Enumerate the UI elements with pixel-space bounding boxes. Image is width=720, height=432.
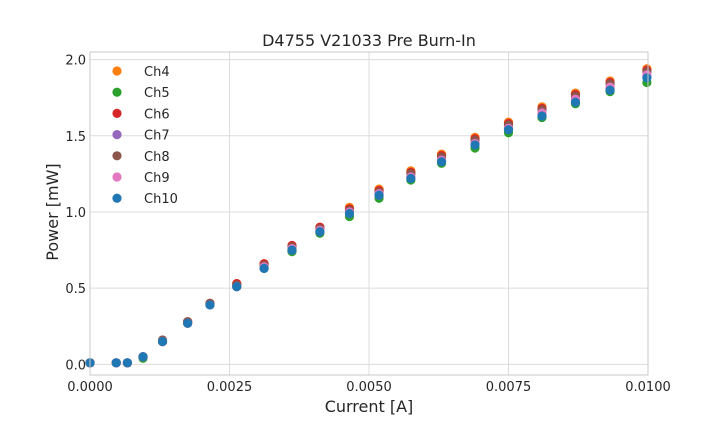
data-point <box>138 352 148 362</box>
legend-item: Ch7 <box>112 129 170 144</box>
series-ch10 <box>85 73 652 368</box>
y-tick-label: 0.5 <box>65 282 86 297</box>
data-point <box>436 157 447 167</box>
x-tick-label: 0.0100 <box>625 380 671 395</box>
legend-label: Ch7 <box>144 129 170 144</box>
x-tick-label: 0.0075 <box>486 380 532 395</box>
y-axis-label: Power [mW] <box>43 163 62 260</box>
legend-item: Ch6 <box>112 107 170 122</box>
data-point <box>642 73 652 83</box>
legend-label: Ch5 <box>144 86 170 101</box>
legend-marker <box>112 130 122 140</box>
legend-item: Ch8 <box>112 150 170 165</box>
data-point <box>111 358 121 368</box>
legend-marker <box>112 151 122 161</box>
legend: Ch4 Ch5 Ch6 Ch7 Ch8 Ch9 Ch10 <box>112 65 178 207</box>
data-point <box>287 245 297 255</box>
x-axis-label: Current [A] <box>325 397 414 416</box>
legend-marker <box>112 66 122 76</box>
x-tick-labels: 0.0000 0.0025 0.0050 0.0075 0.0100 <box>67 380 671 395</box>
legend-item: Ch9 <box>112 171 170 186</box>
data-point <box>570 97 581 107</box>
data-point <box>605 85 615 95</box>
legend-label: Ch9 <box>144 171 170 186</box>
y-tick-label: 0.0 <box>65 358 86 373</box>
data-point <box>157 336 168 347</box>
data-point <box>232 282 242 292</box>
data-point <box>315 227 325 237</box>
x-tick-label: 0.0050 <box>346 380 392 395</box>
chart-title: D4755 V21033 Pre Burn-In <box>262 31 476 50</box>
data-point <box>503 125 514 135</box>
data-point <box>344 208 355 219</box>
legend-marker <box>112 87 122 97</box>
data-point <box>205 300 215 310</box>
data-point <box>406 173 416 184</box>
legend-label: Ch10 <box>144 192 178 207</box>
y-tick-label: 1.5 <box>65 130 86 145</box>
data-points <box>85 64 652 368</box>
y-tick-labels: 0.0 0.5 1.0 1.5 2.0 <box>65 54 86 374</box>
data-point <box>537 111 547 121</box>
legend-label: Ch4 <box>144 65 170 80</box>
x-tick-label: 0.0000 <box>67 380 113 395</box>
legend-item: Ch5 <box>112 86 170 101</box>
x-tick-label: 0.0025 <box>207 380 253 395</box>
legend-marker <box>112 172 122 182</box>
data-point <box>183 318 193 328</box>
y-tick-label: 2.0 <box>65 54 86 69</box>
y-tick-label: 1.0 <box>65 206 86 221</box>
legend-label: Ch6 <box>144 107 170 122</box>
data-point <box>470 140 480 150</box>
plot-frame <box>89 51 649 376</box>
legend-label: Ch8 <box>144 150 170 165</box>
legend-item: Ch10 <box>112 192 178 207</box>
legend-marker <box>112 193 122 203</box>
data-point <box>122 358 132 368</box>
legend-marker <box>112 108 122 118</box>
data-point <box>374 190 384 200</box>
data-point <box>259 263 269 273</box>
legend-item: Ch4 <box>112 65 170 80</box>
